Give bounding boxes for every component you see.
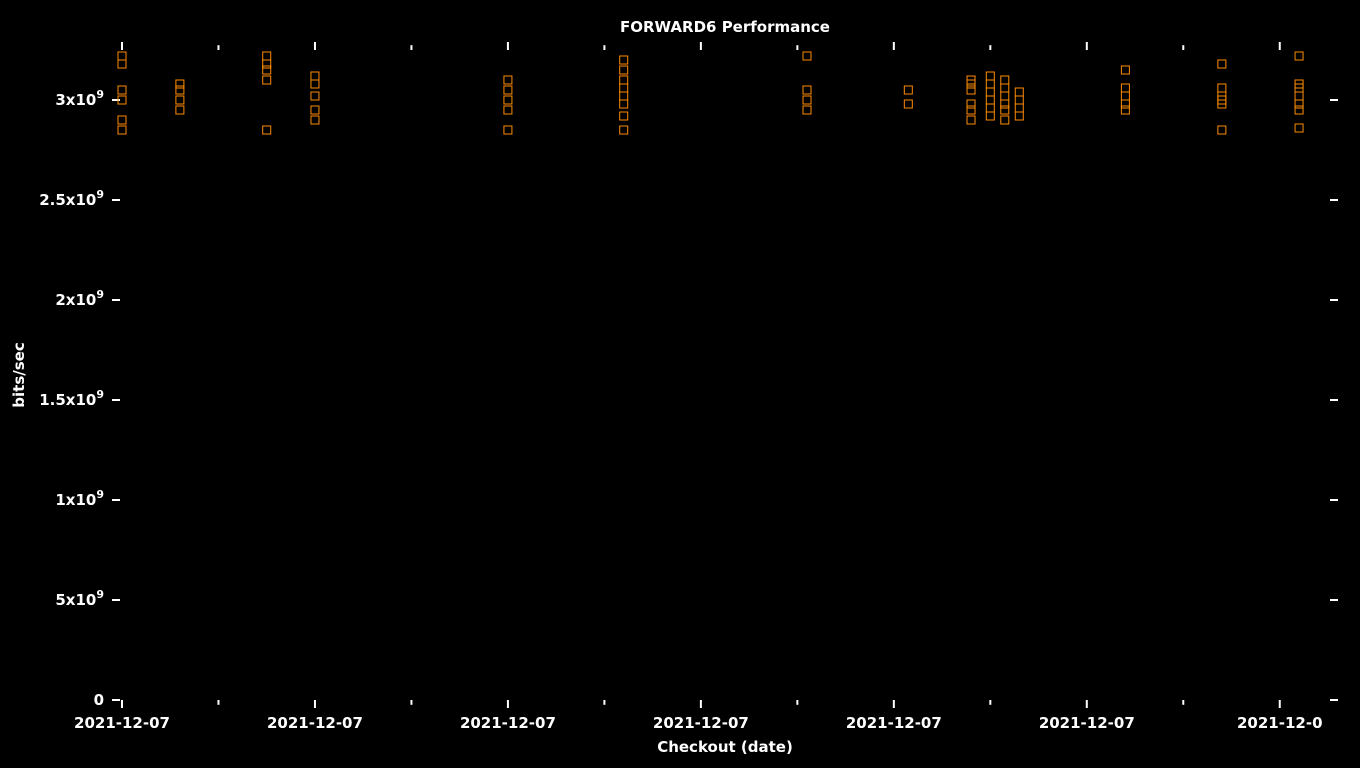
x-tick-label: 2021-12-07 xyxy=(846,714,942,732)
x-tick-label: 2021-12-07 xyxy=(653,714,749,732)
x-tick-label: 2021-12-07 xyxy=(1039,714,1135,732)
chart-svg: FORWARD6 Performance05x1091x1091.5x1092x… xyxy=(0,0,1360,768)
y-tick-label: 0 xyxy=(94,691,104,709)
x-tick-label: 2021-12-0 xyxy=(1237,714,1323,732)
y-tick-label: 1.5x109 xyxy=(39,388,104,409)
x-tick-label: 2021-12-07 xyxy=(460,714,556,732)
performance-chart: FORWARD6 Performance05x1091x1091.5x1092x… xyxy=(0,0,1360,768)
x-tick-label: 2021-12-07 xyxy=(74,714,170,732)
y-axis-label: bits/sec xyxy=(10,342,28,407)
x-tick-label: 2021-12-07 xyxy=(267,714,363,732)
chart-title: FORWARD6 Performance xyxy=(620,18,830,36)
y-tick-label: 2.5x109 xyxy=(39,188,104,209)
x-axis-label: Checkout (date) xyxy=(657,738,793,756)
